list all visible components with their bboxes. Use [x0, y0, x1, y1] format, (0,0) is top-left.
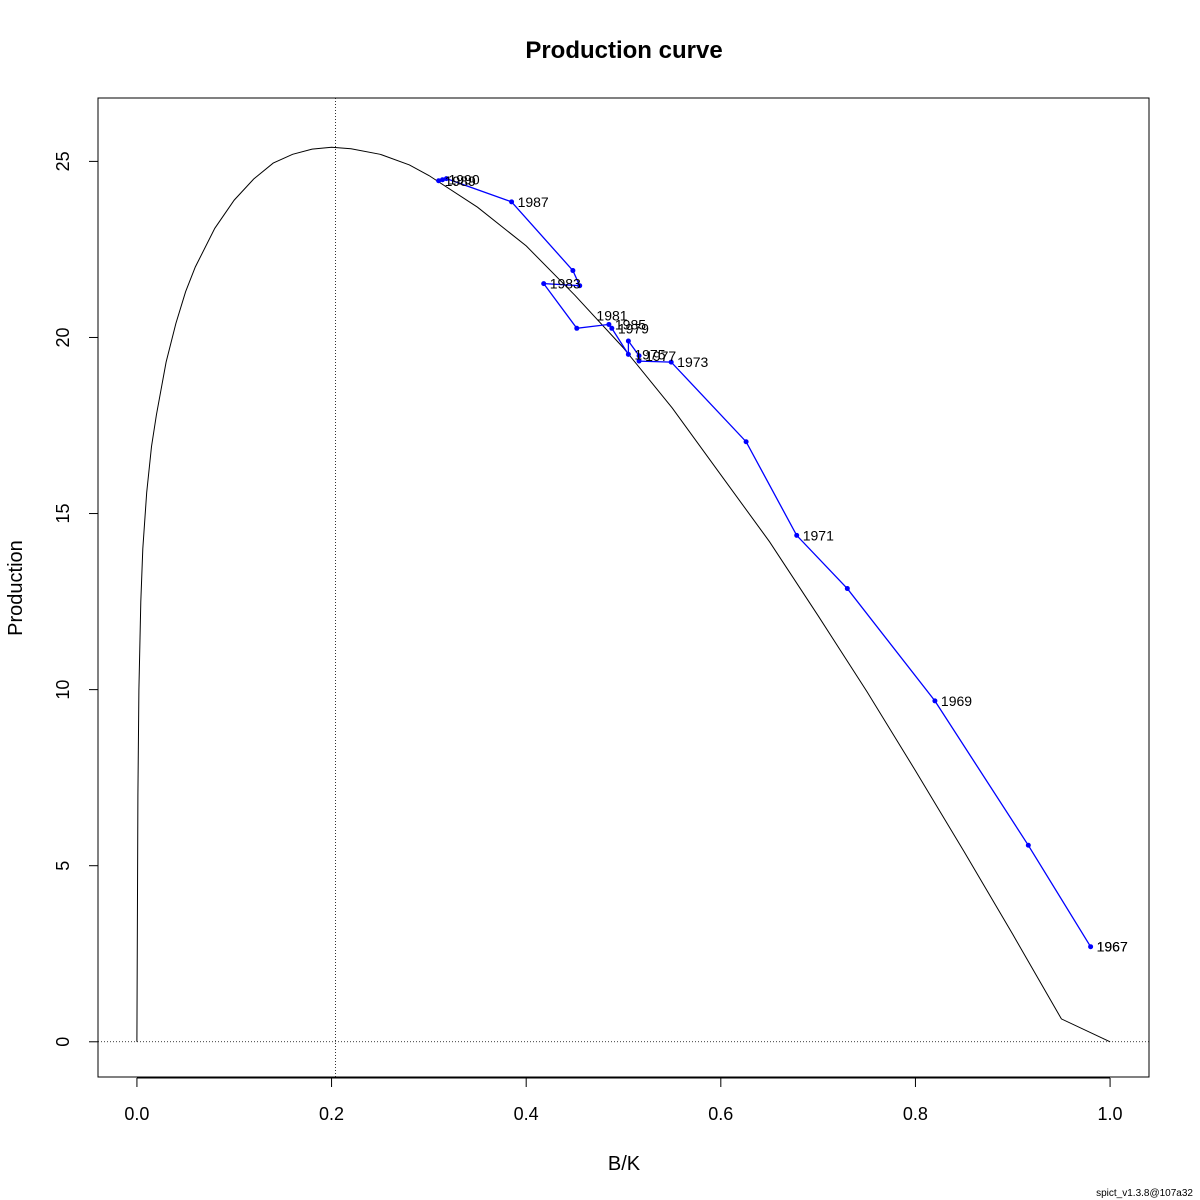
- trajectory-point: [439, 177, 445, 183]
- year-label: 1975: [634, 346, 665, 362]
- x-tick-label: 0.2: [319, 1104, 344, 1124]
- trajectory-point: [932, 698, 938, 704]
- y-tick-label: 20: [53, 327, 73, 347]
- trajectory-point: [577, 283, 583, 289]
- trajectory-point: [625, 351, 631, 357]
- year-label: 1981: [596, 307, 627, 323]
- year-label: 1971: [803, 527, 834, 543]
- y-tick-label: 25: [53, 151, 73, 171]
- curve-line: [136, 146, 1111, 1043]
- year-label: 1985: [615, 316, 646, 332]
- trajectory-point: [509, 199, 515, 205]
- production-curve: [136, 146, 1111, 1043]
- x-tick-label: 0.4: [514, 1104, 539, 1124]
- trajectory-point: [636, 353, 642, 359]
- trajectory-point: [1088, 944, 1094, 950]
- year-label: 1987: [518, 194, 549, 210]
- y-axis: 0 5 10 15 20 25: [53, 151, 99, 1047]
- year-label: 1967: [1097, 939, 1128, 955]
- year-label: 1989: [445, 173, 476, 189]
- trajectory-point: [541, 281, 547, 287]
- y-tick-label: 5: [53, 861, 73, 871]
- y-tick-label: 0: [53, 1037, 73, 1047]
- year-label: 1990: [448, 172, 479, 188]
- biomass-trajectory: [436, 176, 1094, 950]
- version-footer: spict_v1.3.8@107a32: [1096, 1188, 1193, 1199]
- year-label: 1983: [550, 276, 581, 292]
- year-label: 1969: [941, 693, 972, 709]
- trajectory-point: [668, 359, 674, 365]
- year-label: 1979: [618, 320, 649, 336]
- x-tick-label: 0.6: [708, 1104, 733, 1124]
- x-axis: 0.0 0.2 0.4 0.6 0.8 1.0: [124, 1077, 1123, 1124]
- year-label: 1967: [1097, 939, 1128, 955]
- trajectory-point: [436, 178, 442, 184]
- x-tick-label: 1.0: [1098, 1104, 1123, 1124]
- trajectory-point: [609, 325, 615, 331]
- y-tick-label: 10: [53, 680, 73, 700]
- trajectory-line: [438, 177, 1092, 948]
- plot-frame: [97, 97, 1150, 1078]
- reference-lines: [98, 98, 1149, 1077]
- x-tick-label: 0.0: [124, 1104, 149, 1124]
- chart-title: Production curve: [525, 37, 722, 64]
- year-label: 1977: [645, 348, 676, 364]
- x-tick-label: 0.8: [903, 1104, 928, 1124]
- trajectory-point: [743, 439, 749, 445]
- trajectory-point: [844, 586, 850, 592]
- trajectory-point: [794, 532, 800, 538]
- year-label: 1973: [677, 354, 708, 370]
- trajectory-point: [1025, 842, 1031, 848]
- trajectory-point: [443, 176, 449, 182]
- x-axis-label: B/K: [608, 1153, 641, 1175]
- trajectory-point: [606, 321, 612, 327]
- trajectory-point: [570, 268, 576, 274]
- year-labels: 1967196719691971197319771975197919851981…: [445, 172, 1128, 955]
- y-axis-label: Production: [5, 540, 27, 636]
- y-tick-label: 15: [53, 503, 73, 523]
- trajectory-point: [625, 338, 631, 344]
- trajectory-point: [574, 325, 580, 331]
- trajectory-point: [636, 358, 642, 364]
